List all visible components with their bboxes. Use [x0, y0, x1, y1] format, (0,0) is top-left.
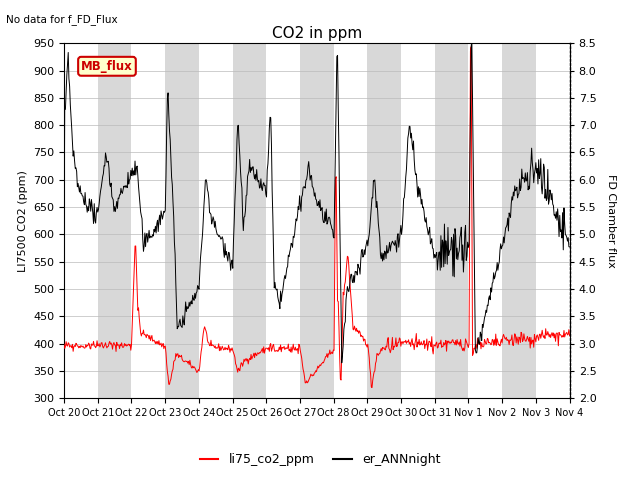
- Bar: [367, 43, 401, 398]
- Text: MB_flux: MB_flux: [81, 60, 133, 73]
- Legend: li75_co2_ppm, er_ANNnight: li75_co2_ppm, er_ANNnight: [195, 448, 445, 471]
- Bar: [300, 43, 333, 398]
- Y-axis label: LI7500 CO2 (ppm): LI7500 CO2 (ppm): [17, 170, 28, 272]
- Bar: [502, 43, 536, 398]
- Bar: [98, 43, 131, 398]
- Title: CO2 in ppm: CO2 in ppm: [271, 25, 362, 41]
- Bar: [435, 43, 468, 398]
- Y-axis label: FD Chamber flux: FD Chamber flux: [606, 174, 616, 268]
- Bar: [165, 43, 199, 398]
- Text: No data for f_FD_Flux: No data for f_FD_Flux: [6, 14, 118, 25]
- Bar: [232, 43, 266, 398]
